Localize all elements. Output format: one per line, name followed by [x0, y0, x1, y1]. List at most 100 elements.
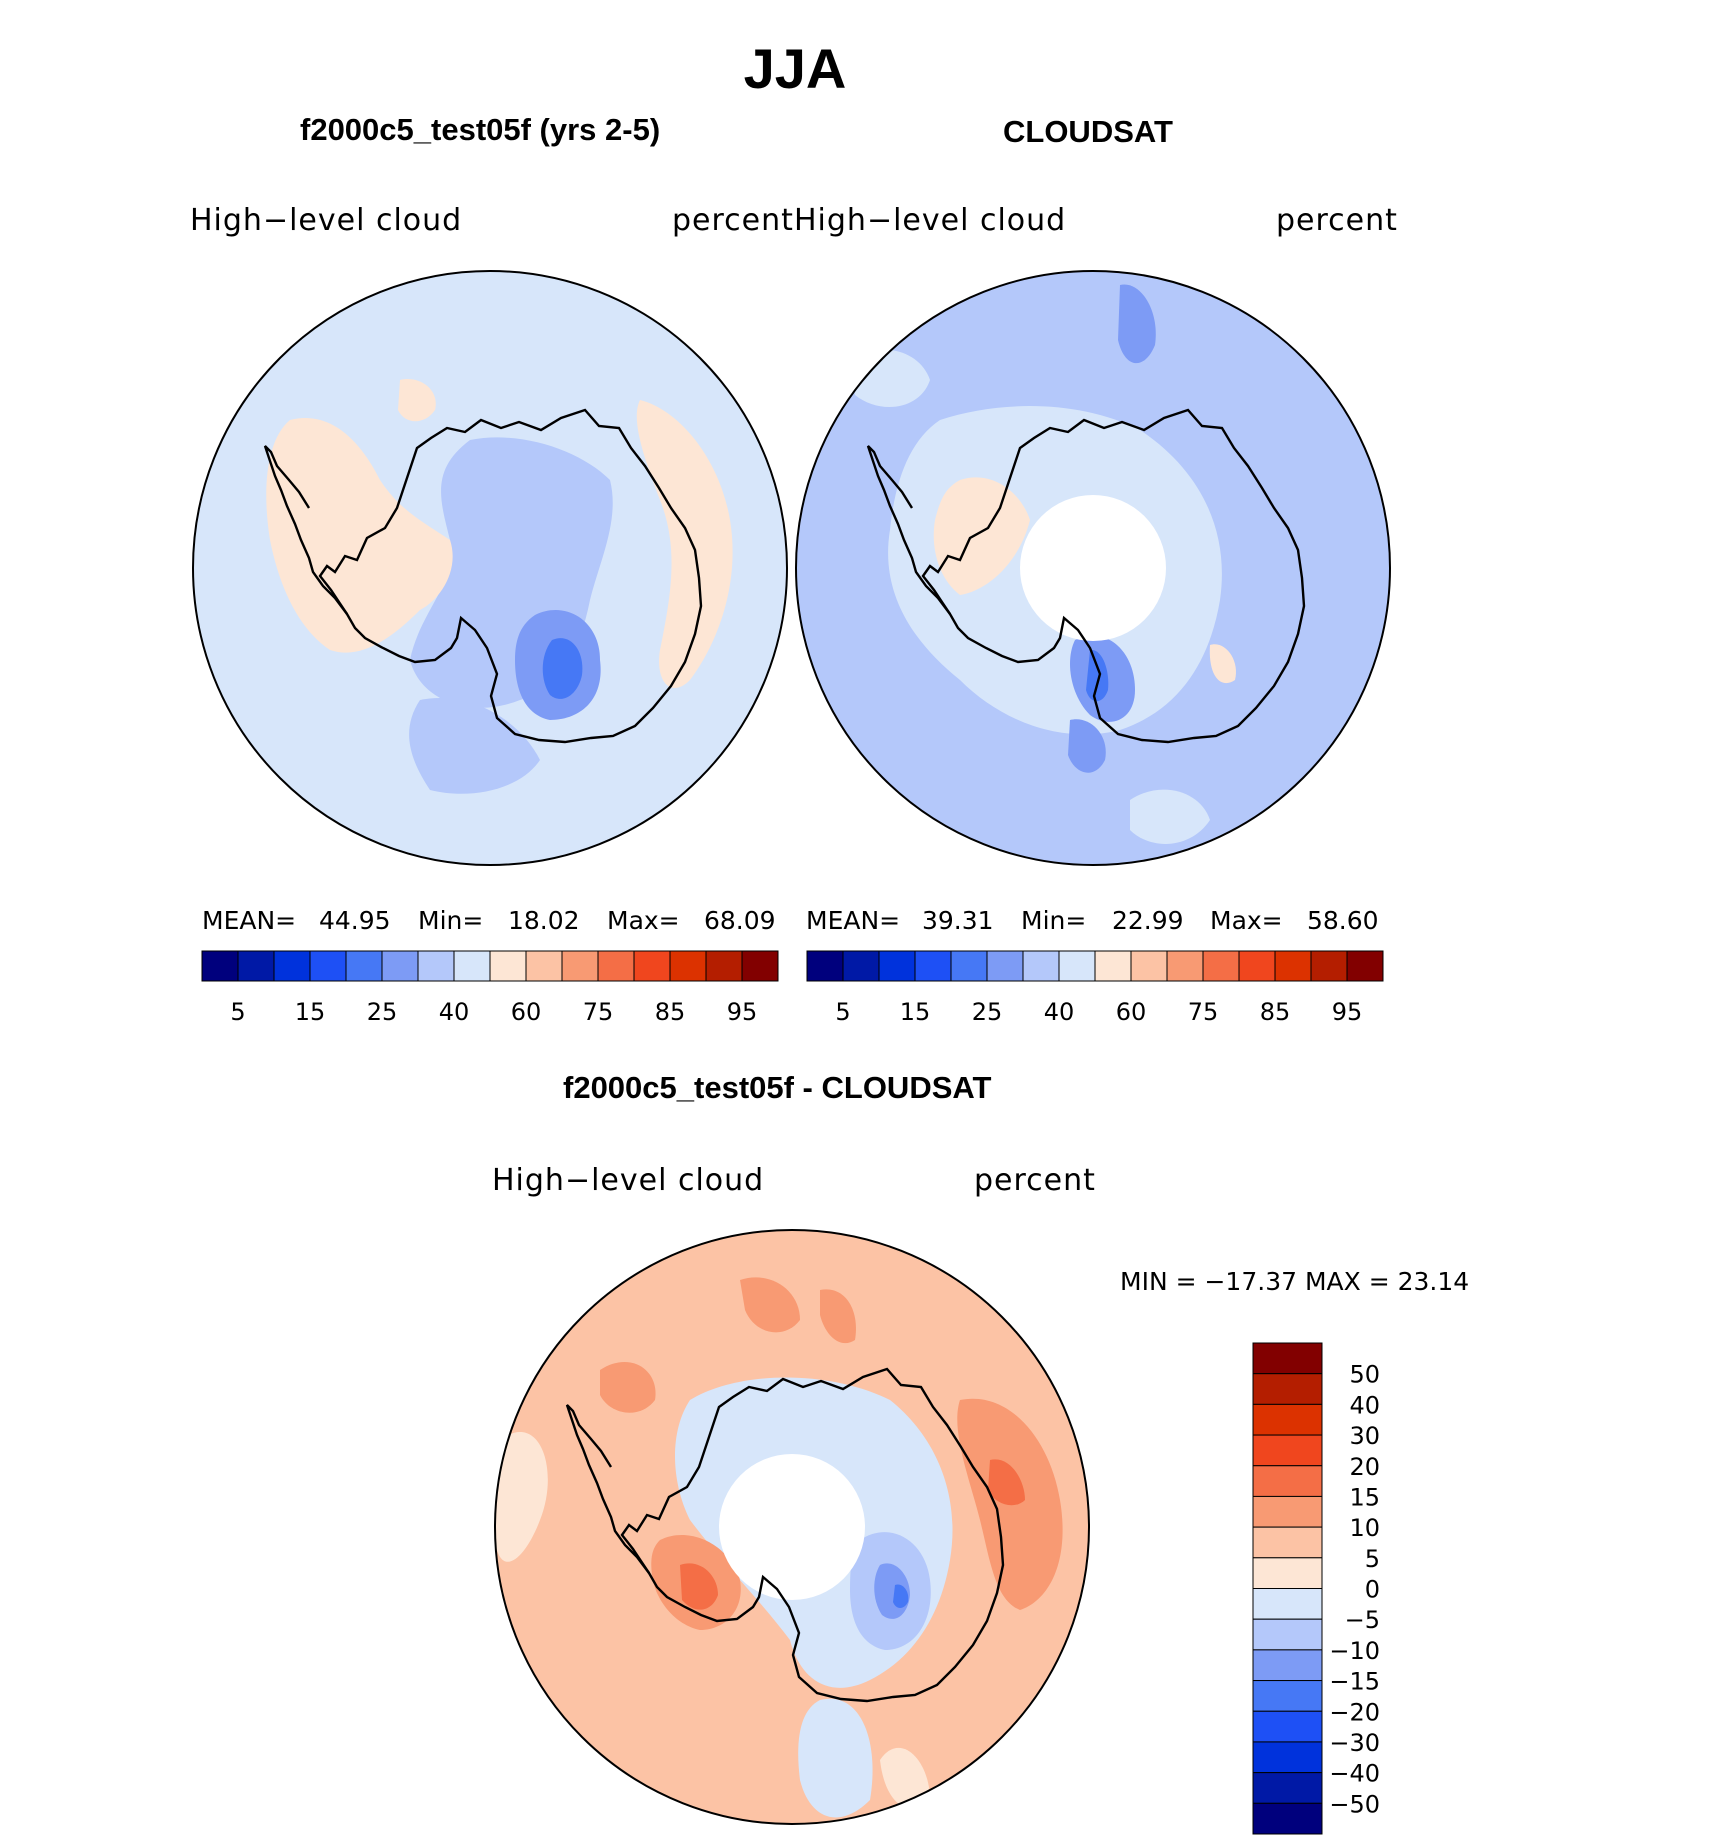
panel2-zone-15-25	[1118, 284, 1156, 364]
panel2-colorbar-box	[842, 950, 880, 982]
panel3-colorbar-tick-label: −20	[1329, 1698, 1380, 1726]
panel2-colorbar-box	[1022, 950, 1060, 982]
panel3-colorbar-tick-label: −50	[1329, 1790, 1380, 1818]
panel2-colorbar-box	[1058, 950, 1096, 982]
panel2-colorbar-box	[950, 950, 988, 982]
panel3-title: f2000c5_test05f - CLOUDSAT	[563, 1070, 992, 1105]
panel2-boundary	[795, 270, 1391, 866]
panel3-colorbar-box	[1252, 1741, 1323, 1774]
panel2-colorbar-box	[986, 950, 1024, 982]
panel2-colorbar-box	[878, 950, 916, 982]
panel1-colorbar-box	[453, 950, 491, 982]
panel1-colorbar-tick-label: 95	[727, 998, 758, 1026]
panel2-map	[795, 270, 1391, 866]
panel1-title: f2000c5_test05f (yrs 2-5)	[300, 112, 661, 147]
panel1-map	[192, 270, 788, 866]
panel2-colorbar-tick-label: 15	[900, 998, 931, 1026]
panel2-variable-label: High−level cloud	[794, 203, 1067, 238]
panel1-colorbar-tick-label: 5	[230, 998, 245, 1026]
panel3-colorbar-box	[1252, 1342, 1323, 1375]
panel1-min-label: Min=	[418, 906, 484, 935]
panel2-colorbar-box	[1310, 950, 1348, 982]
panel3-colorbar-tick-label: 5	[1365, 1545, 1380, 1573]
panel3-colorbar-tick-label: 0	[1365, 1576, 1380, 1604]
panel3-colorbar-tick-label: −30	[1329, 1729, 1380, 1757]
panel1-variable-label: High−level cloud	[190, 203, 463, 238]
panel3-missing-data-hole	[719, 1454, 865, 1600]
panel2-colorbar-tick-label: 25	[972, 998, 1003, 1026]
panel3-range-text: MIN = −17.37 MAX = 23.14	[1120, 1267, 1470, 1296]
panel1-colorbar: 5 15 25 40 60 75 85 95	[201, 950, 779, 1026]
panel2-colorbar-tick-label: 95	[1332, 998, 1363, 1026]
panel2-colorbar-box	[1238, 950, 1276, 982]
panel1-colorbar-box	[345, 950, 383, 982]
panel1-colorbar-box	[741, 950, 779, 982]
panel3-units-label: percent	[974, 1163, 1096, 1198]
panel1-max-label: Max=	[607, 906, 680, 935]
panel2-colorbar: 5 15 25 40 60 75 85 95	[806, 950, 1384, 1026]
panel1-colorbar-box	[201, 950, 239, 982]
panel1-colorbar-tick-label: 25	[367, 998, 398, 1026]
panel2-colorbar-box	[1094, 950, 1132, 982]
panel1-colorbar-box	[525, 950, 563, 982]
panel1-boundary	[192, 270, 788, 866]
panel3-colorbar-tick-label: 15	[1349, 1483, 1380, 1511]
panel1-colorbar-box	[633, 950, 671, 982]
panel2-units-label: percent	[1276, 203, 1398, 238]
panel1-max-value: 68.09	[704, 906, 776, 935]
panel1-zone-5-15	[542, 638, 583, 699]
panel2-missing-data-hole	[1020, 495, 1166, 641]
panel3-colorbar-tick-label: −5	[1345, 1606, 1380, 1634]
panel2-colorbar-tick-label: 5	[835, 998, 850, 1026]
panel3-zone-neg5-0	[798, 1698, 873, 1818]
panel1-colorbar-box	[381, 950, 419, 982]
panel3-zone-0-5	[495, 1431, 548, 1562]
panel3-colorbar-tick-label: −40	[1329, 1760, 1380, 1788]
panel3-colorbar-box	[1252, 1465, 1323, 1497]
panel3-colorbar-box	[1252, 1526, 1323, 1559]
panel2-min-value: 22.99	[1112, 906, 1184, 935]
panel2-colorbar-box	[914, 950, 952, 982]
panel1-colorbar-box	[309, 950, 347, 982]
panel2-max-value: 58.60	[1307, 906, 1379, 935]
panel2-colorbar-box	[1130, 950, 1168, 982]
panel3-colorbar-tick-label: 20	[1349, 1453, 1380, 1481]
panel3-colorbar-box	[1252, 1557, 1323, 1589]
panel1-min-value: 18.02	[508, 906, 580, 935]
panel1-colorbar-box	[597, 950, 635, 982]
panel3-colorbar-tick-label: 30	[1349, 1422, 1380, 1450]
panel2-mean-value: 39.31	[922, 906, 994, 935]
panel3-colorbar-box	[1252, 1618, 1323, 1651]
panel1-colorbar-tick-label: 75	[583, 998, 614, 1026]
panel1-colorbar-tick-label: 15	[295, 998, 326, 1026]
panel3-colorbar-box	[1252, 1403, 1323, 1436]
panel1-mean-label: MEAN=	[202, 906, 297, 935]
panel3-colorbar-box	[1252, 1495, 1323, 1528]
panel2-title: CLOUDSAT	[1003, 114, 1173, 149]
panel1-colorbar-tick-label: 40	[439, 998, 470, 1026]
panel3-map	[494, 1229, 1090, 1825]
panel3-colorbar-tick-label: −15	[1329, 1668, 1380, 1696]
panel3-colorbar-tick-label: 40	[1349, 1391, 1380, 1419]
panel1-colorbar-box	[489, 950, 527, 982]
panel1-colorbar-tick-label: 85	[655, 998, 686, 1026]
panel2-colorbar-box	[1274, 950, 1312, 982]
panel3-colorbar-box	[1252, 1588, 1323, 1620]
panel2-colorbar-tick-label: 75	[1188, 998, 1219, 1026]
panel3-colorbar-box	[1252, 1434, 1323, 1467]
panel3-boundary	[494, 1229, 1090, 1825]
panel2-colorbar-tick-label: 40	[1044, 998, 1075, 1026]
panel1-colorbar-box	[237, 950, 275, 982]
panel1-colorbar-box	[273, 950, 311, 982]
panel1-colorbar-box	[669, 950, 707, 982]
panel3-colorbar-box	[1252, 1373, 1323, 1405]
panel2-colorbar-tick-label: 60	[1116, 998, 1147, 1026]
panel1-colorbar-box	[705, 950, 743, 982]
figure-title: JJA	[743, 37, 847, 100]
panel2-min-label: Min=	[1021, 906, 1087, 935]
panel2-colorbar-box	[1346, 950, 1384, 982]
panel3-colorbar-box	[1252, 1649, 1323, 1682]
panel3-colorbar-tick-label: 50	[1349, 1361, 1380, 1389]
